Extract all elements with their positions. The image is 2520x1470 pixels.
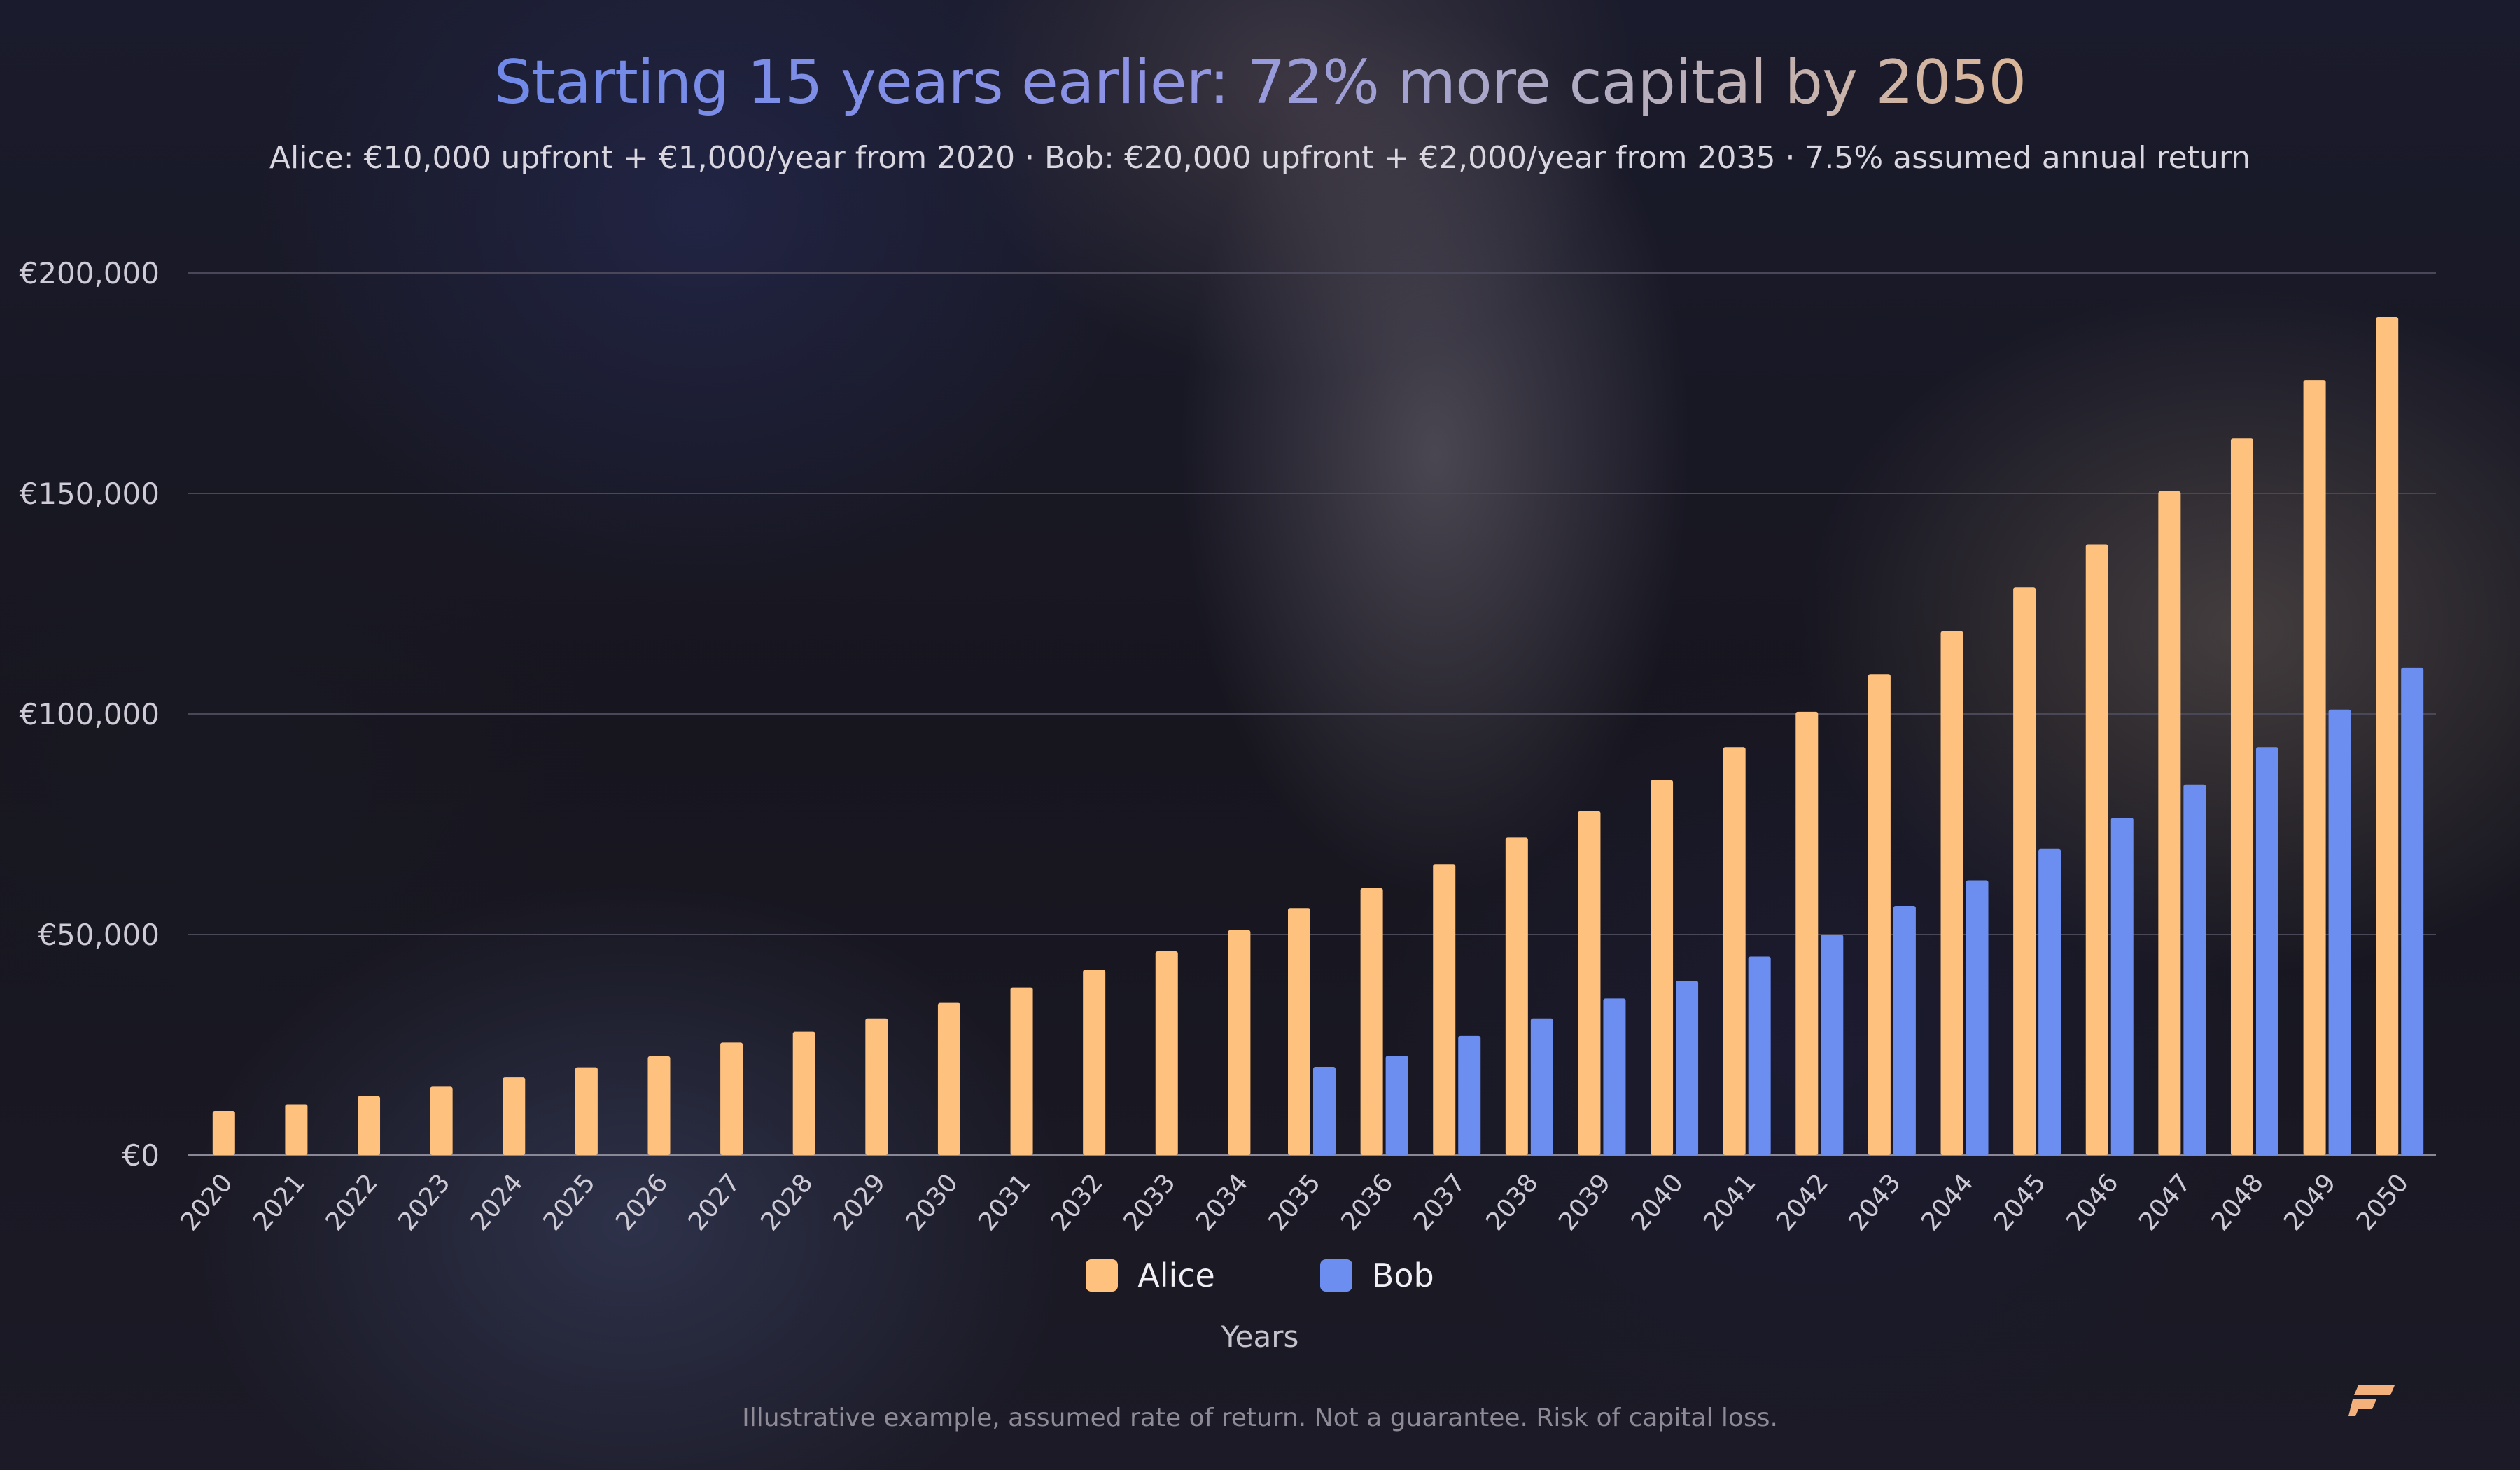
bar-alice-2047: [2158, 491, 2181, 1155]
x-tick-label: 2020: [175, 1168, 238, 1236]
bar-alice-2036: [1360, 888, 1383, 1155]
x-tick-label: 2044: [1916, 1168, 1979, 1236]
bar-alice-2045: [2013, 587, 2036, 1155]
bar-bob-2042: [1821, 934, 1844, 1155]
x-tick-label: 2028: [755, 1168, 818, 1236]
bar-alice-2032: [1083, 969, 1106, 1155]
bar-bob-2037: [1458, 1035, 1481, 1155]
bar-alice-2048: [2230, 438, 2253, 1155]
bar-alice-2020: [212, 1111, 235, 1155]
legend-label-alice: Alice: [1138, 1256, 1215, 1294]
x-tick-label: 2034: [1191, 1168, 1254, 1236]
x-tick-label: 2039: [1553, 1168, 1616, 1236]
x-tick-label: 2026: [610, 1168, 673, 1236]
x-tick-label: 2040: [1626, 1168, 1689, 1236]
bar-bob-2035: [1313, 1067, 1336, 1155]
legend: Alice Bob: [0, 1256, 2520, 1294]
bar-alice-2023: [430, 1086, 453, 1155]
x-tick-label: 2038: [1480, 1168, 1544, 1236]
legend-item-bob: Bob: [1320, 1256, 1434, 1294]
bar-alice-2030: [937, 1002, 960, 1155]
bar-alice-2050: [2376, 317, 2399, 1155]
legend-item-alice: Alice: [1086, 1256, 1215, 1294]
x-tick-label: 2032: [1046, 1168, 1109, 1236]
brand-logo-icon: [2348, 1385, 2395, 1416]
chart-subtitle: Alice: €10,000 upfront + €1,000/year fro…: [269, 140, 2251, 176]
x-tick-label: 2024: [465, 1168, 528, 1236]
x-tick-label: 2036: [1336, 1168, 1399, 1236]
bar-alice-2024: [503, 1077, 526, 1155]
bar-bob-2036: [1385, 1056, 1408, 1155]
bar-alice-2022: [358, 1096, 381, 1155]
x-tick-label: 2045: [1989, 1168, 2052, 1236]
bar-alice-2025: [575, 1067, 598, 1155]
x-tick-label: 2023: [393, 1168, 456, 1236]
x-tick-label: 2049: [2278, 1168, 2342, 1236]
chart-title: Starting 15 years earlier: 72% more capi…: [0, 48, 2520, 118]
bar-bob-2039: [1603, 998, 1626, 1155]
x-tick-label: 2050: [2351, 1168, 2414, 1236]
bar-bob-2045: [2038, 848, 2062, 1155]
x-tick-label: 2037: [1408, 1168, 1471, 1236]
bar-bob-2049: [2328, 709, 2351, 1155]
x-tick-label: 2030: [901, 1168, 964, 1236]
bar-alice-2040: [1651, 780, 1674, 1155]
legend-label-bob: Bob: [1371, 1256, 1434, 1294]
bar-alice-2029: [865, 1018, 888, 1155]
x-tick-label: 2041: [1698, 1168, 1761, 1236]
bar-bob-2043: [1893, 906, 1916, 1155]
bar-alice-2026: [648, 1056, 671, 1155]
bar-alice-2049: [2303, 380, 2326, 1155]
bar-alice-2035: [1288, 908, 1310, 1155]
disclaimer-footnote: Illustrative example, assumed rate of re…: [742, 1404, 1778, 1432]
bar-alice-2046: [2085, 544, 2108, 1155]
x-tick-label: 2048: [2206, 1168, 2269, 1236]
x-tick-label: 2025: [538, 1168, 601, 1236]
bar-bob-2047: [2183, 784, 2206, 1155]
bar-alice-2028: [792, 1031, 816, 1155]
x-tick-label: 2043: [1843, 1168, 1906, 1236]
bar-bob-2038: [1530, 1018, 1553, 1155]
legend-swatch-alice: [1086, 1259, 1119, 1292]
y-tick-label: €50,000: [38, 918, 160, 952]
x-tick-label: 2022: [321, 1168, 384, 1236]
bar-bob-2048: [2255, 747, 2278, 1155]
y-tick-label: €0: [122, 1138, 160, 1172]
bar-bob-2040: [1676, 981, 1699, 1155]
bar-alice-2033: [1155, 951, 1178, 1155]
x-tick-label: 2046: [2061, 1168, 2124, 1236]
bar-alice-2034: [1228, 930, 1251, 1155]
x-tick-label: 2029: [828, 1168, 891, 1236]
x-tick-label: 2031: [973, 1168, 1036, 1236]
bar-alice-2042: [1795, 711, 1819, 1155]
bar-bob-2041: [1748, 956, 1771, 1155]
bar-alice-2027: [720, 1042, 743, 1155]
legend-swatch-bob: [1320, 1259, 1352, 1292]
bar-alice-2038: [1505, 837, 1528, 1155]
x-tick-label: 2047: [2134, 1168, 2197, 1236]
y-tick-label: €200,000: [20, 256, 160, 290]
x-tick-label: 2027: [683, 1168, 746, 1236]
bar-bob-2044: [1966, 880, 1989, 1155]
bar-alice-2043: [1868, 674, 1891, 1155]
bar-alice-2031: [1010, 987, 1033, 1155]
bar-alice-2044: [1940, 631, 1963, 1155]
x-tick-label: 2035: [1264, 1168, 1326, 1236]
bar-bob-2046: [2110, 818, 2134, 1155]
bar-alice-2039: [1578, 811, 1601, 1155]
bar-alice-2041: [1723, 747, 1746, 1155]
bar-bob-2050: [2401, 667, 2424, 1155]
y-tick-label: €100,000: [20, 697, 160, 732]
y-tick-label: €150,000: [20, 477, 160, 511]
x-axis-label: Years: [1221, 1320, 1299, 1354]
bar-alice-2037: [1433, 864, 1456, 1155]
x-tick-label: 2042: [1771, 1168, 1834, 1236]
bar-alice-2021: [285, 1104, 308, 1155]
x-tick-label: 2021: [248, 1168, 311, 1236]
x-tick-label: 2033: [1118, 1168, 1181, 1236]
